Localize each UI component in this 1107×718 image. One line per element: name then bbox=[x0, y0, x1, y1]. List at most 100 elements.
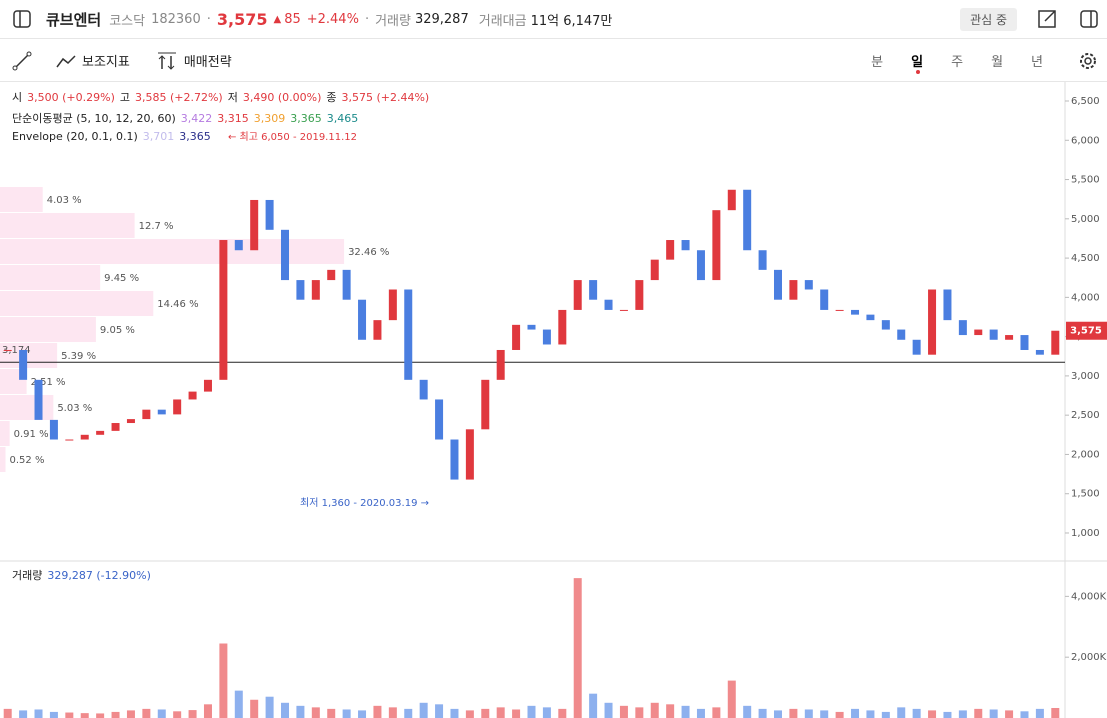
volume-bar bbox=[404, 708, 413, 718]
volume-bar bbox=[157, 709, 166, 718]
volume-bar bbox=[527, 705, 536, 718]
volume-bar bbox=[111, 711, 120, 718]
volume-bar bbox=[219, 643, 228, 718]
volume-bar bbox=[789, 708, 798, 718]
period-tab[interactable]: 월 bbox=[991, 55, 1004, 70]
profile-label: 5.39 % bbox=[61, 351, 96, 362]
volume-bar bbox=[250, 699, 259, 718]
candle bbox=[943, 289, 952, 321]
candle bbox=[1005, 335, 1014, 340]
change-pct: +2.44% bbox=[306, 11, 359, 27]
volume-bar bbox=[373, 705, 382, 718]
settings-icon[interactable] bbox=[1077, 50, 1099, 72]
profile-bar bbox=[0, 421, 10, 446]
candle bbox=[281, 229, 290, 281]
sidebar-icon[interactable] bbox=[12, 9, 32, 29]
candle bbox=[373, 320, 382, 340]
active-dot bbox=[916, 70, 921, 74]
candle bbox=[666, 240, 675, 260]
candle bbox=[542, 329, 551, 345]
y-tick-label: 4,500 bbox=[1071, 253, 1100, 264]
profile-label: 9.45 % bbox=[104, 273, 139, 284]
volume-bar bbox=[19, 710, 28, 718]
candle bbox=[743, 189, 752, 251]
profile-bar bbox=[0, 265, 101, 290]
indicator-icon bbox=[56, 54, 76, 67]
volume-bar bbox=[681, 705, 690, 718]
volume-bar bbox=[712, 707, 721, 718]
candle bbox=[681, 240, 690, 251]
strategy-button[interactable]: 매매전략 bbox=[183, 55, 232, 70]
y-tick-label: 4,000 bbox=[1071, 292, 1100, 303]
volume-bar bbox=[173, 711, 182, 718]
candle bbox=[820, 289, 829, 310]
indicators-button[interactable]: 보조지표 bbox=[82, 55, 130, 70]
volume: 329,287 bbox=[414, 11, 469, 27]
candle bbox=[250, 199, 259, 251]
volume-bar bbox=[96, 713, 105, 718]
volume-bar bbox=[1035, 708, 1044, 718]
period-tab[interactable]: 일 bbox=[911, 51, 923, 74]
period-tab[interactable]: 분 bbox=[871, 55, 884, 70]
ohlc-label: 저 bbox=[227, 91, 238, 104]
change: 85 bbox=[284, 11, 301, 27]
profile-label: 2.51 % bbox=[31, 377, 66, 388]
amount: 11억 6,147만 bbox=[530, 13, 613, 29]
watch-button[interactable]: 관심 중 bbox=[960, 7, 1017, 31]
volume-bar bbox=[943, 711, 952, 718]
profile-label: 5.03 % bbox=[57, 403, 92, 414]
draw-icon[interactable] bbox=[12, 51, 32, 71]
profile-label: 9.05 % bbox=[100, 325, 135, 336]
profile-label: 4.03 % bbox=[47, 195, 82, 206]
code: 182360 bbox=[151, 11, 201, 27]
y-tick-label: 2,000 bbox=[1071, 449, 1100, 460]
volume-bar bbox=[727, 680, 736, 718]
volume-bar bbox=[573, 578, 582, 718]
ma-value: 3,465 bbox=[326, 112, 359, 125]
edit-icon[interactable] bbox=[1037, 9, 1057, 29]
amount-label: 거래대금 bbox=[478, 13, 527, 29]
volume-bar bbox=[666, 704, 675, 718]
y-tick-label: 5,000 bbox=[1071, 214, 1100, 225]
y-tick-label: 6,500 bbox=[1071, 96, 1100, 107]
candle bbox=[481, 379, 490, 430]
candle bbox=[604, 299, 613, 310]
profile-label: 12.7 % bbox=[139, 221, 174, 232]
candle bbox=[789, 280, 798, 300]
ma-info: 단순이동평균 (5, 10, 12, 20, 60) 3,422 3,315 3,30… bbox=[12, 110, 363, 126]
candle bbox=[388, 289, 397, 321]
candle bbox=[126, 419, 135, 424]
ohlc-label: 고 bbox=[119, 91, 130, 104]
volume-bar bbox=[512, 709, 521, 718]
volume-bar bbox=[126, 710, 135, 718]
candle bbox=[157, 409, 166, 415]
candle bbox=[866, 314, 875, 321]
volume-label: 거래량 bbox=[375, 13, 411, 29]
candle bbox=[773, 269, 782, 300]
volume-bar bbox=[743, 705, 752, 718]
volume-bar bbox=[958, 710, 967, 718]
y-tick-label: 3,000 bbox=[1071, 371, 1100, 382]
volume-bar bbox=[49, 711, 58, 718]
period-tab[interactable]: 년 bbox=[1031, 55, 1043, 70]
volume-title: 거래량 bbox=[12, 569, 43, 582]
ma-value: 3,315 bbox=[217, 112, 249, 125]
volume-bar bbox=[851, 708, 860, 718]
candle bbox=[512, 324, 521, 350]
panel-icon[interactable] bbox=[1079, 9, 1099, 29]
low-annotation: 최저 1,360 - 2020.03.19 → bbox=[300, 497, 429, 509]
candle bbox=[897, 329, 906, 340]
candle bbox=[219, 240, 228, 380]
candle bbox=[650, 259, 659, 281]
volume-bar bbox=[450, 708, 459, 718]
period-tab[interactable]: 주 bbox=[951, 55, 964, 70]
candle bbox=[3, 349, 12, 351]
profile-bar bbox=[0, 291, 154, 316]
candle bbox=[142, 409, 151, 420]
profile-bar bbox=[0, 395, 54, 420]
volume-bar bbox=[804, 709, 813, 718]
ma-value: 3,309 bbox=[253, 112, 286, 125]
env-info: Envelope (20, 0.1, 0.1) 3,701 3,365 bbox=[12, 130, 216, 143]
